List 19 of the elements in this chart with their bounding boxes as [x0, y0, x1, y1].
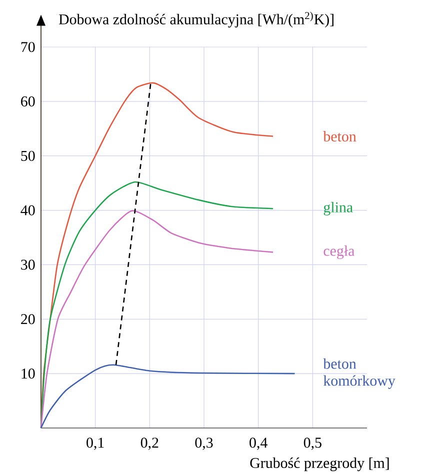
x-tick-label: 0,5 [304, 438, 322, 450]
y-tick-label: 60 [21, 96, 35, 106]
x-tick-label: 0,3 [195, 438, 213, 450]
y-tick-label: 40 [20, 205, 35, 216]
x-tick-label: 0,4 [250, 438, 268, 450]
y-axis-title: Dobowa zdolność akumulacyjna [Wh/(m$^{2)}$K)] [58, 12, 334, 28]
y-tick-label: 70 [21, 42, 35, 52]
line-series [40, 364, 296, 429]
x-tick-label: 0,1 [86, 438, 104, 450]
text: cegła [324, 245, 355, 259]
x-axis-title: Grubość przegrody [m] [250, 458, 389, 472]
text: glina [324, 202, 353, 216]
x-tick-label: 0,2 [140, 438, 158, 450]
series-label: beton komórkowy [323, 358, 396, 389]
y-tick-label: 20 [21, 314, 35, 324]
y-tick-label: 30 [21, 260, 35, 270]
y-tick-label: 50 [21, 150, 35, 161]
text: beton [323, 131, 356, 142]
y-tick-label: 10 [22, 368, 35, 379]
